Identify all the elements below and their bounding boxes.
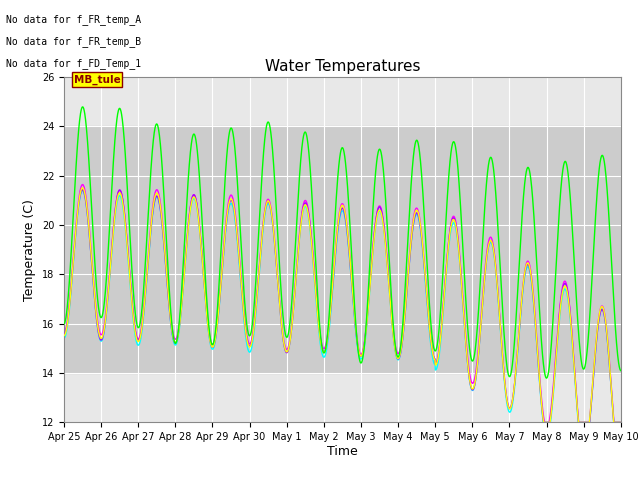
Text: No data for f_FR_temp_B: No data for f_FR_temp_B — [6, 36, 141, 47]
X-axis label: Time: Time — [327, 445, 358, 458]
Text: No data for f_FR_temp_A: No data for f_FR_temp_A — [6, 14, 141, 25]
Bar — [64, 126, 621, 373]
Title: Water Temperatures: Water Temperatures — [265, 59, 420, 74]
Y-axis label: Temperature (C): Temperature (C) — [23, 199, 36, 300]
Text: MB_tule: MB_tule — [74, 74, 120, 84]
Text: No data for f_FD_Temp_1: No data for f_FD_Temp_1 — [6, 58, 141, 69]
